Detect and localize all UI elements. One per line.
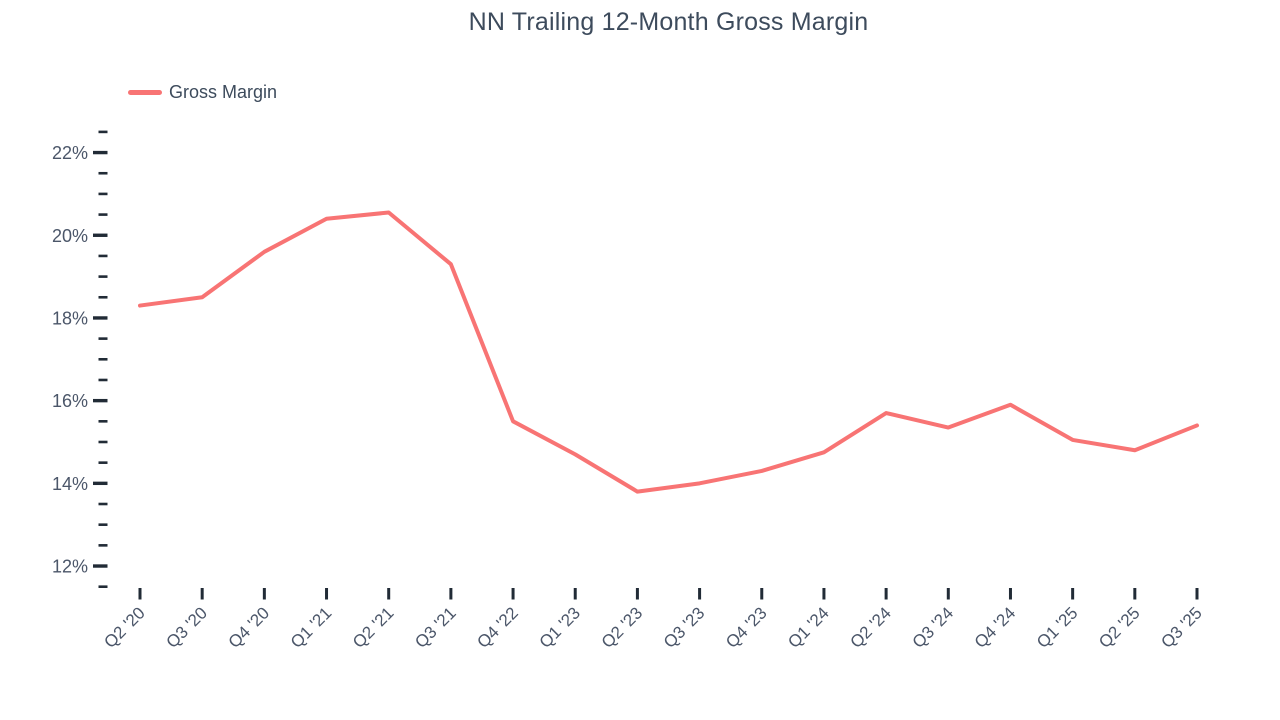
x-axis-label: Q3 '24 bbox=[909, 603, 957, 651]
x-axis-label: Q3 '21 bbox=[411, 603, 459, 651]
x-axis-label: Q2 '20 bbox=[100, 603, 148, 651]
x-axis-label: Q3 '23 bbox=[660, 603, 708, 651]
x-axis-label: Q1 '21 bbox=[287, 603, 335, 651]
chart-title: NN Trailing 12-Month Gross Margin bbox=[468, 8, 869, 36]
x-axis-label: Q4 '20 bbox=[225, 603, 273, 651]
x-axis-label: Q4 '24 bbox=[971, 603, 1019, 651]
x-axis-label: Q1 '25 bbox=[1033, 603, 1081, 651]
x-axis-label: Q2 '21 bbox=[349, 603, 397, 651]
legend: Gross Margin bbox=[128, 82, 277, 103]
gross-margin-line bbox=[138, 210, 1199, 494]
x-axis-label: Q2 '23 bbox=[598, 603, 646, 651]
y-axis-label: 14% bbox=[52, 474, 88, 494]
x-axis-label: Q1 '23 bbox=[536, 603, 584, 651]
x-axis-label: Q3 '20 bbox=[163, 603, 211, 651]
x-axis-label: Q1 '24 bbox=[784, 603, 832, 651]
y-axis-label: 12% bbox=[52, 557, 88, 577]
y-axis-label: 18% bbox=[52, 308, 88, 328]
x-axis-label: Q4 '23 bbox=[722, 603, 770, 651]
y-axis-label: 16% bbox=[52, 391, 88, 411]
x-axis-label: Q2 '24 bbox=[846, 603, 894, 651]
legend-line-swatch bbox=[128, 90, 162, 95]
legend-label: Gross Margin bbox=[169, 82, 278, 102]
x-axis-label: Q4 '22 bbox=[473, 603, 521, 651]
y-axis-label: 20% bbox=[52, 226, 88, 246]
x-axis-label: Q2 '25 bbox=[1095, 603, 1143, 651]
x-axis-label: Q3 '25 bbox=[1157, 603, 1205, 651]
y-axis-label: 22% bbox=[52, 143, 88, 163]
